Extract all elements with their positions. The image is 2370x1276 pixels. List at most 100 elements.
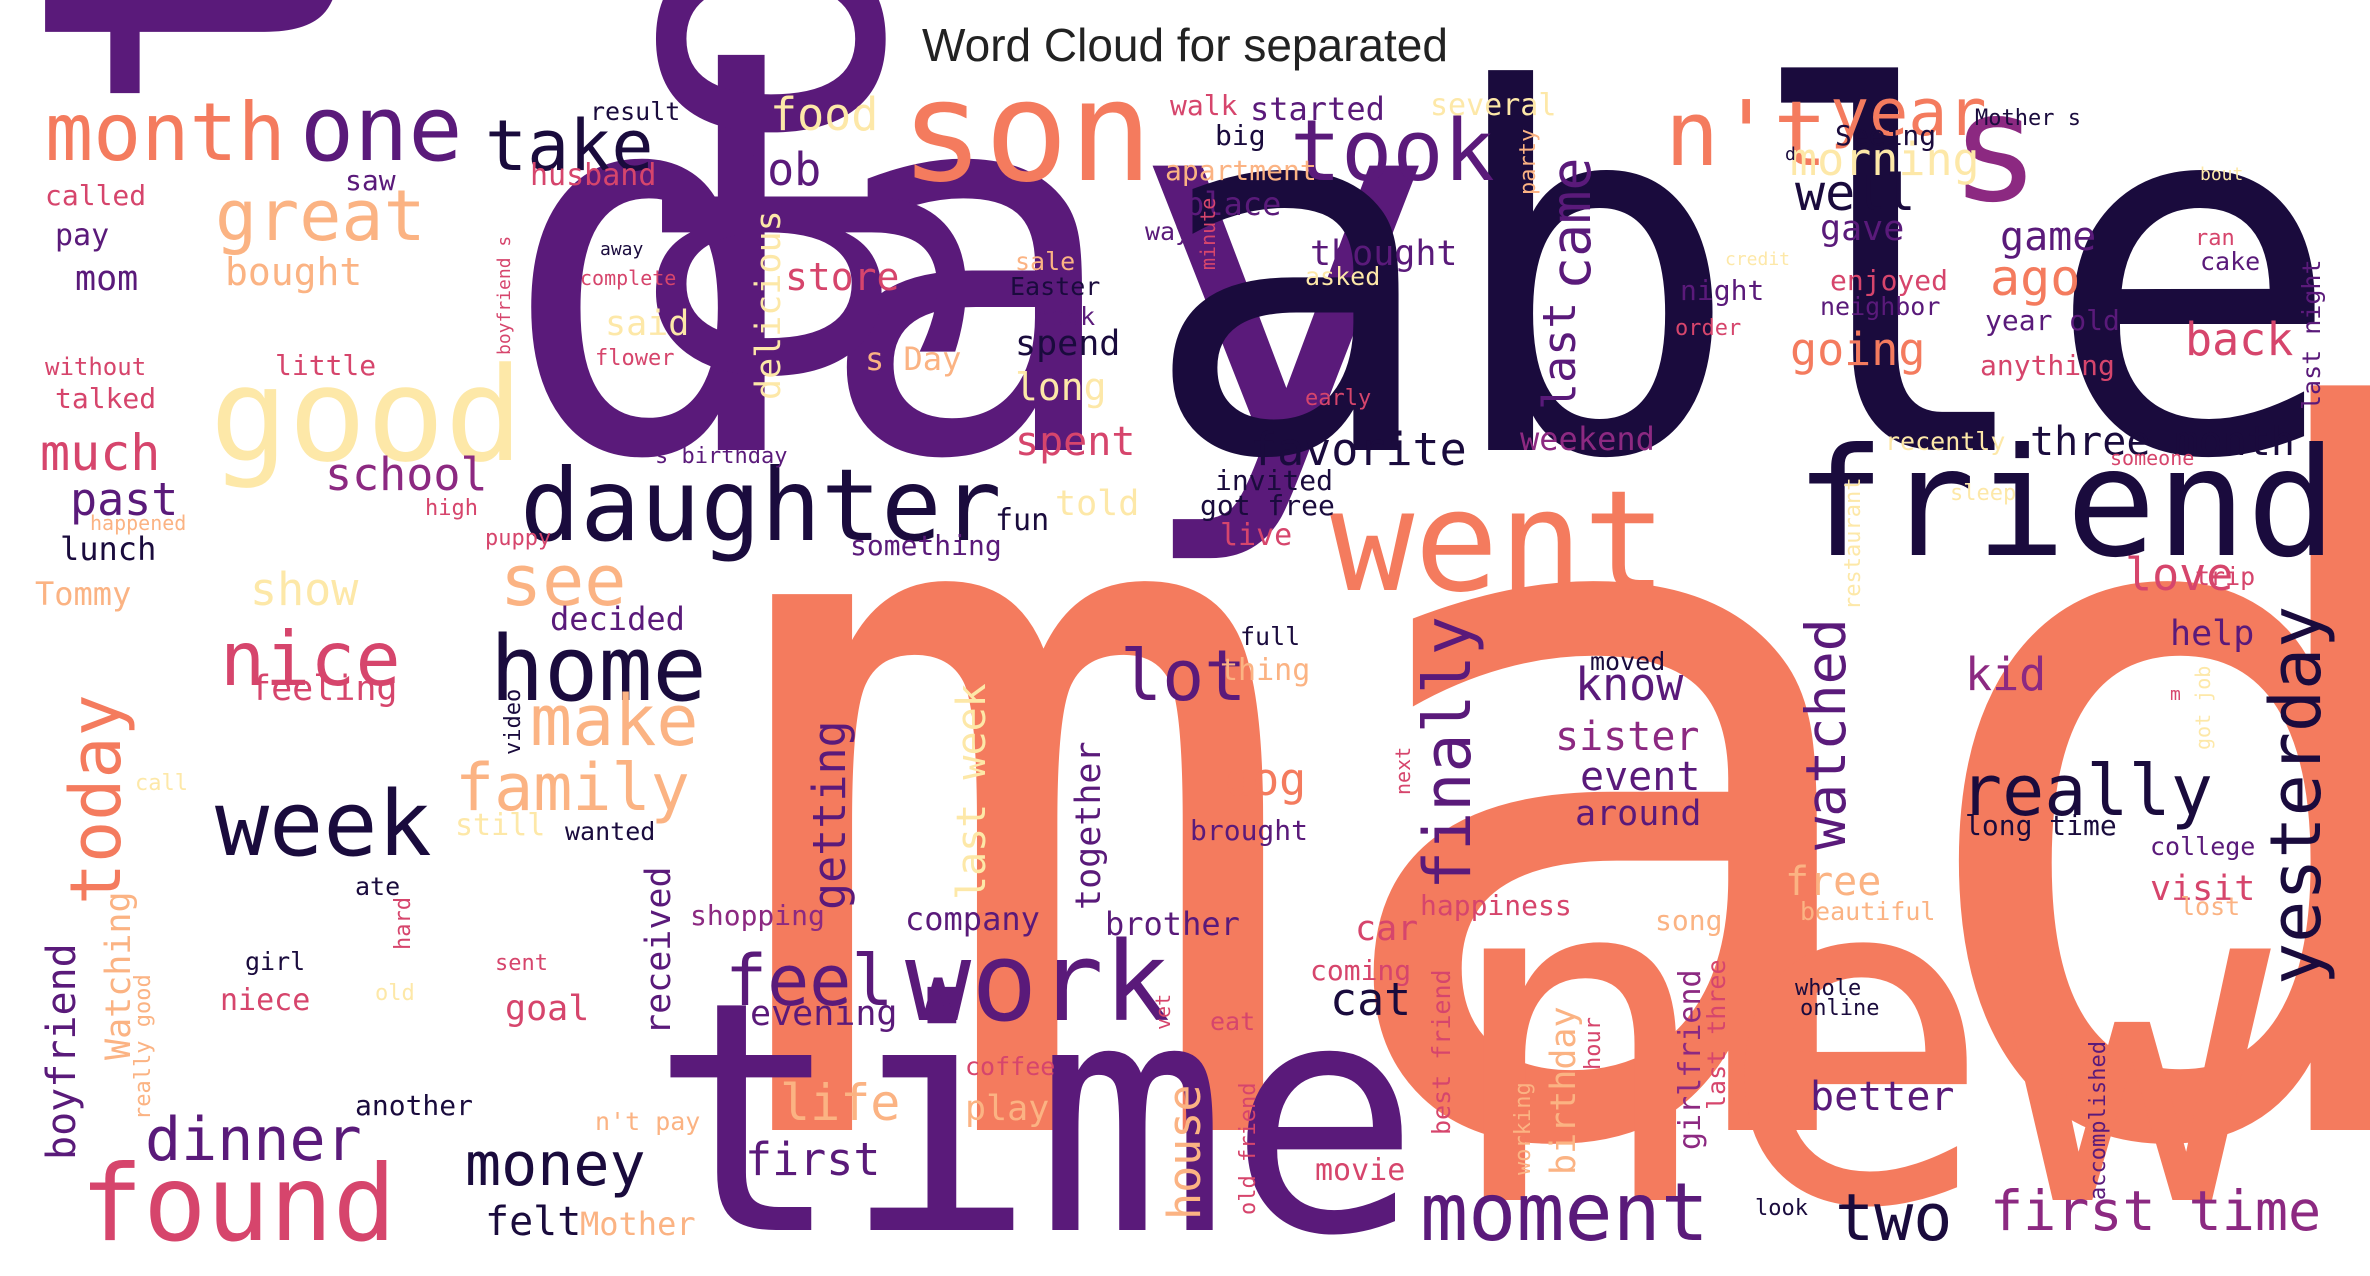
word-college: college bbox=[2150, 832, 2255, 861]
word-show: show bbox=[250, 563, 359, 616]
word-felt: felt bbox=[485, 1199, 581, 1245]
word-around: around bbox=[1575, 794, 1701, 834]
word-work: work bbox=[905, 918, 1170, 1046]
word-month: month bbox=[45, 86, 286, 179]
word-going: going bbox=[1790, 323, 1925, 376]
word-see: see bbox=[500, 540, 626, 622]
word-well: well bbox=[1795, 164, 1915, 222]
word-way: way bbox=[1145, 217, 1190, 246]
word-went: went bbox=[1330, 461, 1667, 624]
word-call: call bbox=[135, 771, 188, 796]
word-seeing: Seeing bbox=[1835, 119, 1936, 152]
word-got-free: got free bbox=[1200, 489, 1335, 522]
word-m: m bbox=[2170, 684, 2181, 705]
word-full: full bbox=[1240, 622, 1300, 651]
word-whole: whole bbox=[1795, 976, 1861, 1001]
word-book: book bbox=[1035, 302, 1095, 331]
word-last-week: last week bbox=[949, 683, 995, 900]
word-called: called bbox=[45, 179, 146, 212]
word-mother-s: Mother s bbox=[1975, 106, 2081, 131]
word-away: away bbox=[600, 239, 644, 260]
word-weekend: weekend bbox=[1520, 420, 1655, 458]
word-sale: sale bbox=[1015, 247, 1075, 276]
word-n-t-pay: n't pay bbox=[595, 1107, 700, 1136]
word-year-old: year old bbox=[1985, 304, 2120, 337]
word-moved: moved bbox=[1590, 647, 1665, 676]
word-party: party bbox=[1516, 129, 1541, 195]
word-husband: husband bbox=[530, 158, 656, 193]
word-three-month: three month bbox=[2030, 419, 2295, 465]
word-first-time: first time bbox=[1990, 1179, 2321, 1243]
word-saw: saw bbox=[345, 164, 396, 197]
word-bought: bought bbox=[225, 250, 362, 294]
word-started: started bbox=[1250, 90, 1385, 128]
word-event: event bbox=[1580, 754, 1700, 800]
word-dinner: dinner bbox=[145, 1105, 362, 1175]
word-fun: fun bbox=[995, 503, 1049, 538]
word-still: still bbox=[455, 808, 545, 843]
word-getting: getting bbox=[803, 720, 856, 910]
word-told: told bbox=[1055, 484, 1139, 524]
word-pay: pay bbox=[55, 218, 109, 253]
word-took: took bbox=[1290, 102, 1495, 201]
word-big: big bbox=[1215, 119, 1266, 152]
word-much: much bbox=[40, 424, 160, 482]
word-better: better bbox=[1810, 1074, 1955, 1120]
chart-title: Word Cloud for separated bbox=[922, 19, 1448, 71]
word-school: school bbox=[325, 448, 488, 501]
word-neighbor: neighbor bbox=[1820, 292, 1940, 321]
word-last-night: last night bbox=[2297, 259, 2326, 410]
word-boyfriend: boyfriend bbox=[39, 943, 85, 1160]
word-company: company bbox=[905, 900, 1040, 938]
word-order: order bbox=[1675, 316, 1741, 341]
word-sister: sister bbox=[1555, 714, 1700, 760]
word-brother: brother bbox=[1105, 905, 1240, 943]
word-coffee: coffee bbox=[965, 1052, 1055, 1081]
word-delicious: delicious bbox=[749, 210, 789, 400]
word-watched: watched bbox=[1794, 618, 1858, 850]
word-old: old bbox=[375, 981, 415, 1006]
word-make: make bbox=[530, 680, 699, 762]
word-week: week bbox=[215, 772, 432, 877]
word-credit: credit bbox=[1725, 249, 1790, 270]
word-take: take bbox=[485, 105, 654, 187]
word-result: result bbox=[590, 97, 680, 126]
word-eat: eat bbox=[1210, 1007, 1255, 1036]
word-someone: someone bbox=[2110, 446, 2194, 470]
word-ate: ate bbox=[355, 872, 400, 901]
word-complete: complete bbox=[580, 266, 676, 290]
word-said: said bbox=[605, 304, 689, 344]
word-finally: finally bbox=[1411, 616, 1486, 890]
word-found: found bbox=[80, 1143, 396, 1265]
word-kid: kid bbox=[1965, 648, 2046, 701]
word-coming: coming bbox=[1310, 954, 1411, 987]
word-morning: morning bbox=[1790, 133, 1980, 186]
word-online: online bbox=[1800, 996, 1879, 1021]
word-today: today bbox=[55, 694, 137, 905]
word-thing: thing bbox=[1220, 653, 1310, 688]
word-another: another bbox=[355, 1089, 473, 1122]
word-good: good bbox=[210, 339, 523, 491]
word-flower: flower bbox=[595, 346, 674, 371]
word-song: song bbox=[1655, 904, 1722, 937]
word-job: job bbox=[740, 143, 821, 196]
word-watching: Watching bbox=[99, 891, 139, 1060]
word-food: food bbox=[770, 88, 878, 141]
word-recently: recently bbox=[1885, 427, 2005, 456]
word-sent: sent bbox=[495, 951, 548, 976]
word-help: help bbox=[2170, 614, 2254, 654]
word-new: new bbox=[1440, 774, 2274, 1276]
word-together: together bbox=[1069, 741, 1109, 910]
word-received: received bbox=[639, 866, 679, 1035]
word-love: love bbox=[2125, 548, 2233, 601]
word-next: next bbox=[1391, 747, 1415, 795]
word-life: life bbox=[780, 1074, 900, 1132]
word-time: time bbox=[650, 934, 1421, 1276]
word-spent: spent bbox=[1015, 419, 1135, 465]
word-really-good: really good bbox=[131, 974, 156, 1120]
word-s-birthday: s birthday bbox=[655, 444, 787, 469]
word-spend: spend bbox=[1015, 324, 1120, 364]
word-ago: ago bbox=[1990, 249, 2080, 307]
word-great: great bbox=[215, 175, 426, 257]
